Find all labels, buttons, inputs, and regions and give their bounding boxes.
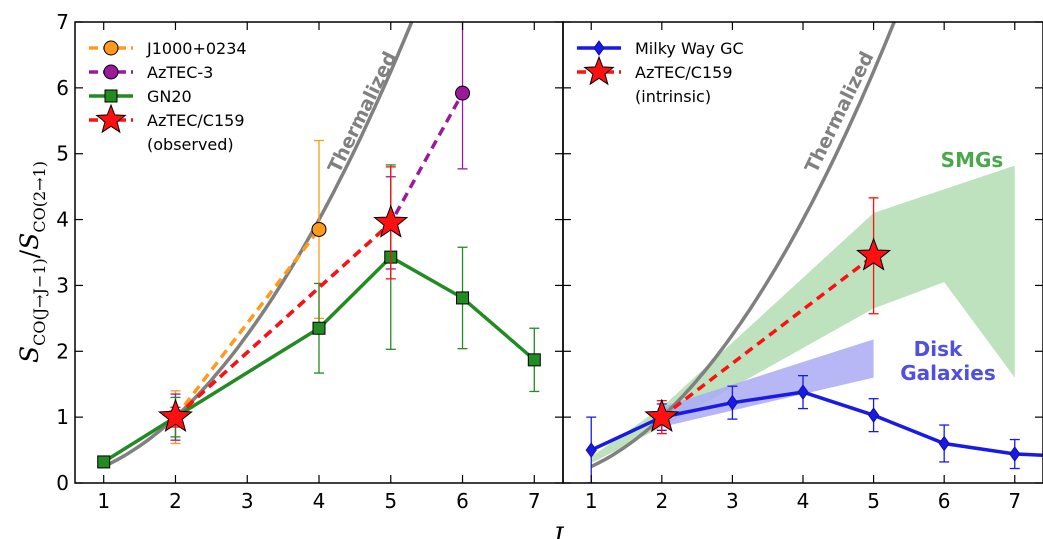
x-tick-label: 1 xyxy=(97,489,110,513)
y-tick-label: 3 xyxy=(56,273,69,297)
galaxies-label: Galaxies xyxy=(900,361,996,385)
thermalized-label: Thermalized xyxy=(324,48,402,176)
x-tick-label: 3 xyxy=(726,489,739,513)
data-point xyxy=(373,204,409,238)
legend-label: GN20 xyxy=(147,87,192,106)
x-tick-label: 6 xyxy=(938,489,951,513)
x-tick-label: 6 xyxy=(456,489,469,513)
data-point xyxy=(1009,446,1021,462)
data-point xyxy=(455,85,471,101)
series-aztec-c159-intrinsic- xyxy=(644,197,892,435)
plot-area xyxy=(585,22,1043,483)
legend-marker xyxy=(104,89,118,103)
data-point xyxy=(312,321,326,335)
legend-label: AzTEC/C159 xyxy=(147,111,245,130)
legend-label: J1000+0234 xyxy=(146,39,247,58)
legend-item: J1000+0234 xyxy=(89,39,247,58)
data-point xyxy=(157,398,193,433)
y-tick-label: 6 xyxy=(56,76,69,100)
legend-label: Milky Way GC xyxy=(635,39,744,58)
data-point xyxy=(527,353,541,367)
x-tick-label: 4 xyxy=(313,489,326,513)
thermalized-label: Thermalized xyxy=(801,48,879,176)
x-tick-label: 7 xyxy=(1008,489,1021,513)
y-tick-label: 2 xyxy=(56,339,69,363)
data-point xyxy=(644,398,680,433)
y-tick-label: 5 xyxy=(56,142,69,166)
x-tick-label: 3 xyxy=(241,489,254,513)
legend-marker xyxy=(593,40,605,56)
legend-item: Milky Way GC xyxy=(577,39,744,58)
legend-marker xyxy=(583,55,615,86)
x-axis-label: J xyxy=(548,522,565,539)
disk-label: Disk xyxy=(914,337,963,361)
data-point xyxy=(97,455,111,469)
y-tick-label: 0 xyxy=(56,471,69,495)
data-point xyxy=(856,237,892,271)
legend-label-2: (observed) xyxy=(147,135,234,154)
plot-area xyxy=(97,22,541,469)
legend-item: AzTEC/C159 (intrinsic) xyxy=(577,55,733,106)
data-point xyxy=(456,291,470,305)
data-point xyxy=(726,394,739,411)
legend-marker xyxy=(95,103,127,134)
legend-label-2: (intrinsic) xyxy=(635,87,711,106)
y-tick-label: 7 xyxy=(56,10,69,34)
y-axis-label: SCO(J→J−1)/SCO(2→1) xyxy=(15,161,49,363)
series-line xyxy=(102,254,536,464)
x-tick-label: 4 xyxy=(797,489,810,513)
x-tick-label: 1 xyxy=(585,489,598,513)
x-tick-label: 2 xyxy=(655,489,668,513)
x-tick-label: 5 xyxy=(384,489,397,513)
x-tick-label: 2 xyxy=(169,489,182,513)
data-point xyxy=(311,221,327,237)
legend-label: AzTEC-3 xyxy=(147,63,213,82)
legend-marker xyxy=(103,40,119,56)
y-tick-label: 1 xyxy=(56,405,69,429)
legend-label: AzTEC/C159 xyxy=(635,63,733,82)
x-tick-label: 7 xyxy=(528,489,541,513)
svg-text:SCO(J→J−1)/SCO(2→1): SCO(J→J−1)/SCO(2→1) xyxy=(15,161,49,363)
legend-item: GN20 xyxy=(89,87,192,106)
x-tick-label: 5 xyxy=(867,489,880,513)
data-point xyxy=(797,384,809,400)
series-j1000-0234 xyxy=(167,139,327,445)
series-line xyxy=(174,228,321,419)
left-panel: 1 2 3 4 5 6 7 0 1 2 3 4 5 6 7 Thermalized J1000+0234 AzTE… xyxy=(56,10,564,513)
data-point xyxy=(585,442,597,458)
legend-marker xyxy=(103,64,119,80)
data-point xyxy=(938,435,950,452)
series-line xyxy=(174,221,392,419)
series-aztec-c159-observed- xyxy=(157,166,409,433)
y-tick-label: 4 xyxy=(56,208,69,232)
data-point xyxy=(867,407,880,424)
smgs-label: SMGs xyxy=(941,148,1004,172)
legend-item: AzTEC/C159 (observed) xyxy=(89,103,245,154)
legend-item: AzTEC-3 xyxy=(89,63,213,82)
